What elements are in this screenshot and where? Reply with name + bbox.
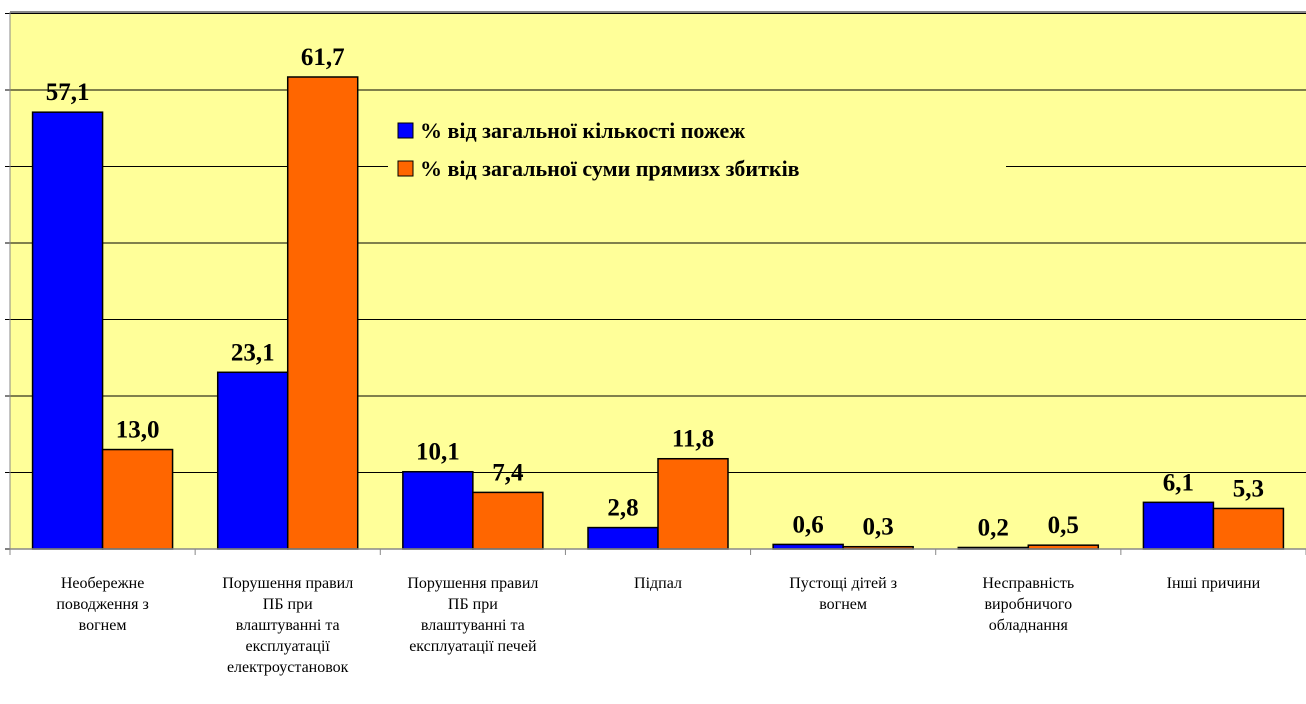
bar <box>101 448 174 550</box>
bar <box>286 76 359 550</box>
legend-label: % від загальної кількості пожеж <box>420 118 745 143</box>
data-label: 57,1 <box>46 79 90 106</box>
legend-box <box>388 108 1006 190</box>
legend: % від загальної кількості пожеж % від заг… <box>388 108 1006 190</box>
data-label: 0,6 <box>793 511 824 538</box>
data-label: 6,1 <box>1163 469 1194 496</box>
bar <box>31 111 104 550</box>
bar <box>1212 507 1285 550</box>
x-tick-label: Підпал <box>634 575 682 592</box>
bar <box>402 470 474 550</box>
data-label: 0,3 <box>863 514 894 541</box>
bar <box>472 491 544 550</box>
data-label: 11,8 <box>672 426 714 453</box>
x-tick-label: Порушення правил ПБ при влаштуванні та експ… <box>222 575 353 676</box>
data-label: 0,2 <box>978 514 1009 541</box>
bar <box>216 371 289 550</box>
data-label: 0,5 <box>1048 512 1079 539</box>
x-tick-label: Пустощі дітей з вогнем <box>789 575 897 613</box>
data-label: 10,1 <box>416 439 460 466</box>
bar <box>587 526 659 550</box>
data-label: 7,4 <box>492 459 524 486</box>
x-tick-label: Необережне поводження з вогнем <box>56 575 148 634</box>
x-tick-label: Порушення правил ПБ при влаштуванні та експ… <box>407 575 538 655</box>
data-label: 5,3 <box>1233 475 1264 502</box>
bars: 57,1 23,1 10,1 2,8 0,6 0,2 6,1 13,0 61,7 7,4 11,8 0… <box>31 44 1285 550</box>
legend-swatch <box>397 122 414 139</box>
bar <box>657 457 729 550</box>
legend-label: % від загальної суми прямизх збитків <box>420 156 800 181</box>
x-tick-label: Інші причини <box>1167 575 1261 592</box>
x-axis: Необережне поводження з вогнем Порушення пр… <box>9 548 1306 676</box>
x-tick-label: Несправність виробничого обладнання <box>982 575 1074 634</box>
legend-swatch <box>397 160 414 177</box>
data-label: 2,8 <box>607 495 638 522</box>
data-label: 61,7 <box>301 44 345 71</box>
data-label: 13,0 <box>116 417 160 444</box>
data-label: 23,1 <box>231 339 275 366</box>
bar <box>1142 501 1215 550</box>
